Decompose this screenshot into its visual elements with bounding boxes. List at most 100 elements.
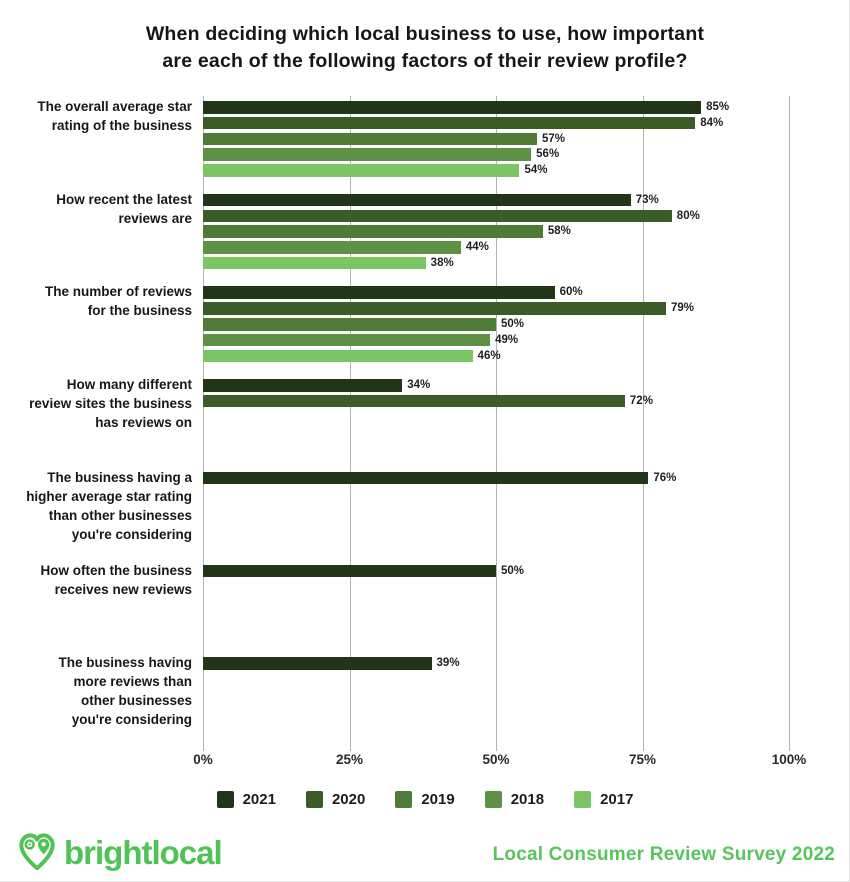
bar-2021 (203, 101, 702, 114)
category-label-line: rating of the business (51, 118, 192, 133)
bar-value-label: 80% (676, 209, 700, 222)
x-tick-label: 75% (628, 752, 657, 767)
category-label: How recent the latest reviews are (0, 190, 192, 228)
category-label-line: higher average star rating (26, 488, 192, 504)
category-label-line: receives new reviews (54, 581, 192, 597)
footer: brightlocal Local Consumer Review Survey… (0, 828, 850, 882)
legend-item-2018: 2018 (484, 791, 545, 808)
legend-swatch (305, 791, 323, 808)
brightlocal-wordmark: brightlocal (64, 834, 223, 871)
gridline-100% (789, 96, 790, 751)
bar-value-label: 39% (436, 657, 460, 670)
category-label: How often the business receives new revie… (0, 561, 192, 599)
bar-value-label: 44% (465, 241, 489, 254)
category-label-line: you're considering (71, 526, 192, 542)
x-tick-label: 0% (193, 752, 213, 767)
bar-2021 (203, 564, 496, 578)
category-label: How many different review sites the busin… (0, 375, 192, 432)
survey-caption: Local Consumer Review Survey 2022 (492, 844, 835, 865)
category-label-line: for the business (87, 303, 192, 319)
gridline-25% (349, 96, 351, 751)
x-tick-label: 25% (335, 752, 364, 767)
gridline-75% (642, 96, 644, 751)
bar-2018 (203, 333, 491, 347)
category-label-line: other businesses (80, 693, 192, 709)
brightlocal-logo: brightlocal (18, 832, 223, 874)
bar-2018 (203, 241, 461, 254)
gridline-0% (203, 96, 204, 751)
bar-2017 (203, 256, 426, 270)
category-label-line: How recent the latest (56, 191, 192, 207)
bar-2021 (203, 657, 432, 670)
bar-2019 (203, 225, 543, 238)
category-label-line: reviews are (118, 210, 192, 226)
bar-2021 (203, 286, 555, 299)
category-group: The business having a higher average star… (0, 467, 850, 560)
x-tick-label: 100% (771, 752, 807, 767)
bar-value-label: 34% (407, 379, 431, 392)
legend-item-2021: 2021 (216, 791, 276, 808)
category-group: The business having more reviews than othe… (0, 652, 850, 745)
category-label-line: The business having (58, 655, 192, 671)
bar-value-label: 49% (495, 333, 519, 346)
bar-2019 (203, 318, 496, 331)
legend-item-2020: 2020 (305, 791, 366, 808)
bar-2020 (203, 302, 666, 315)
chart-title-line2: are each of the following factors of the… (162, 50, 688, 72)
category-label-line: you're considering (71, 712, 192, 728)
chart-title: When deciding which local business to us… (0, 21, 850, 75)
bar-value-label: 85% (706, 101, 730, 113)
bar-2019 (203, 132, 538, 146)
bar-value-label: 56% (536, 148, 560, 161)
bar-value-label: 50% (501, 318, 525, 331)
legend-swatch (216, 791, 234, 808)
legend-label: 2017 (600, 791, 634, 808)
category-group: How often the business receives new revie… (0, 560, 850, 653)
bar-value-label: 46% (477, 349, 501, 362)
category-label-line: has reviews on (95, 415, 192, 431)
category-label-line: How many different (66, 377, 192, 393)
category-label: The business having a higher average star… (0, 468, 192, 544)
category-label: The business having more reviews than othe… (0, 653, 192, 729)
bar-2021 (203, 471, 649, 485)
legend-label: 2020 (331, 791, 366, 808)
x-tick-label: 50% (482, 752, 510, 767)
bar-value-label: 76% (653, 471, 677, 484)
bar-value-label: 50% (501, 564, 525, 577)
bar-value-label: 60% (559, 286, 583, 299)
category-label: The overall average star rating of the bu… (0, 97, 192, 135)
category-label-line: The business having a (47, 469, 192, 485)
bar-chart: The overall average star rating of the bu… (0, 96, 850, 751)
legend-swatch (395, 791, 413, 808)
bar-value-label: 58% (547, 225, 571, 238)
category-label-line: than other businesses (48, 507, 192, 523)
bar-value-label: 73% (635, 193, 659, 206)
category-label-line: The number of reviews (44, 284, 192, 300)
legend-item-2019: 2019 (395, 791, 455, 808)
bar-2020 (203, 209, 672, 222)
legend-swatch (484, 791, 502, 808)
bar-value-label: 79% (670, 302, 694, 315)
bar-2021 (203, 379, 403, 392)
gridline-50% (496, 96, 497, 751)
bar-value-label: 57% (542, 132, 566, 145)
category-group: How many different review sites the busin… (0, 374, 850, 467)
legend-label: 2021 (242, 791, 276, 808)
chart-title-line1: When deciding which local business to us… (145, 23, 705, 45)
category-group: The overall average star rating of the bu… (0, 96, 850, 189)
bar-value-label: 84% (700, 116, 724, 129)
bar-2020 (203, 116, 696, 130)
bar-value-label: 54% (524, 164, 548, 177)
legend-item-2017: 2017 (574, 791, 633, 808)
legend: 2021 2020 2019 2018 2017 (0, 791, 850, 808)
bar-2020 (203, 394, 625, 408)
category-label-line: review sites the business (29, 396, 192, 412)
bar-value-label: 72% (629, 394, 653, 407)
category-group: The number of reviews for the business 60%… (0, 281, 850, 374)
category-label: The number of reviews for the business (0, 282, 192, 320)
legend-label: 2019 (421, 791, 455, 808)
bar-2017 (203, 164, 520, 177)
legend-swatch (574, 791, 592, 808)
legend-label: 2018 (510, 791, 545, 808)
bar-2017 (203, 349, 473, 363)
